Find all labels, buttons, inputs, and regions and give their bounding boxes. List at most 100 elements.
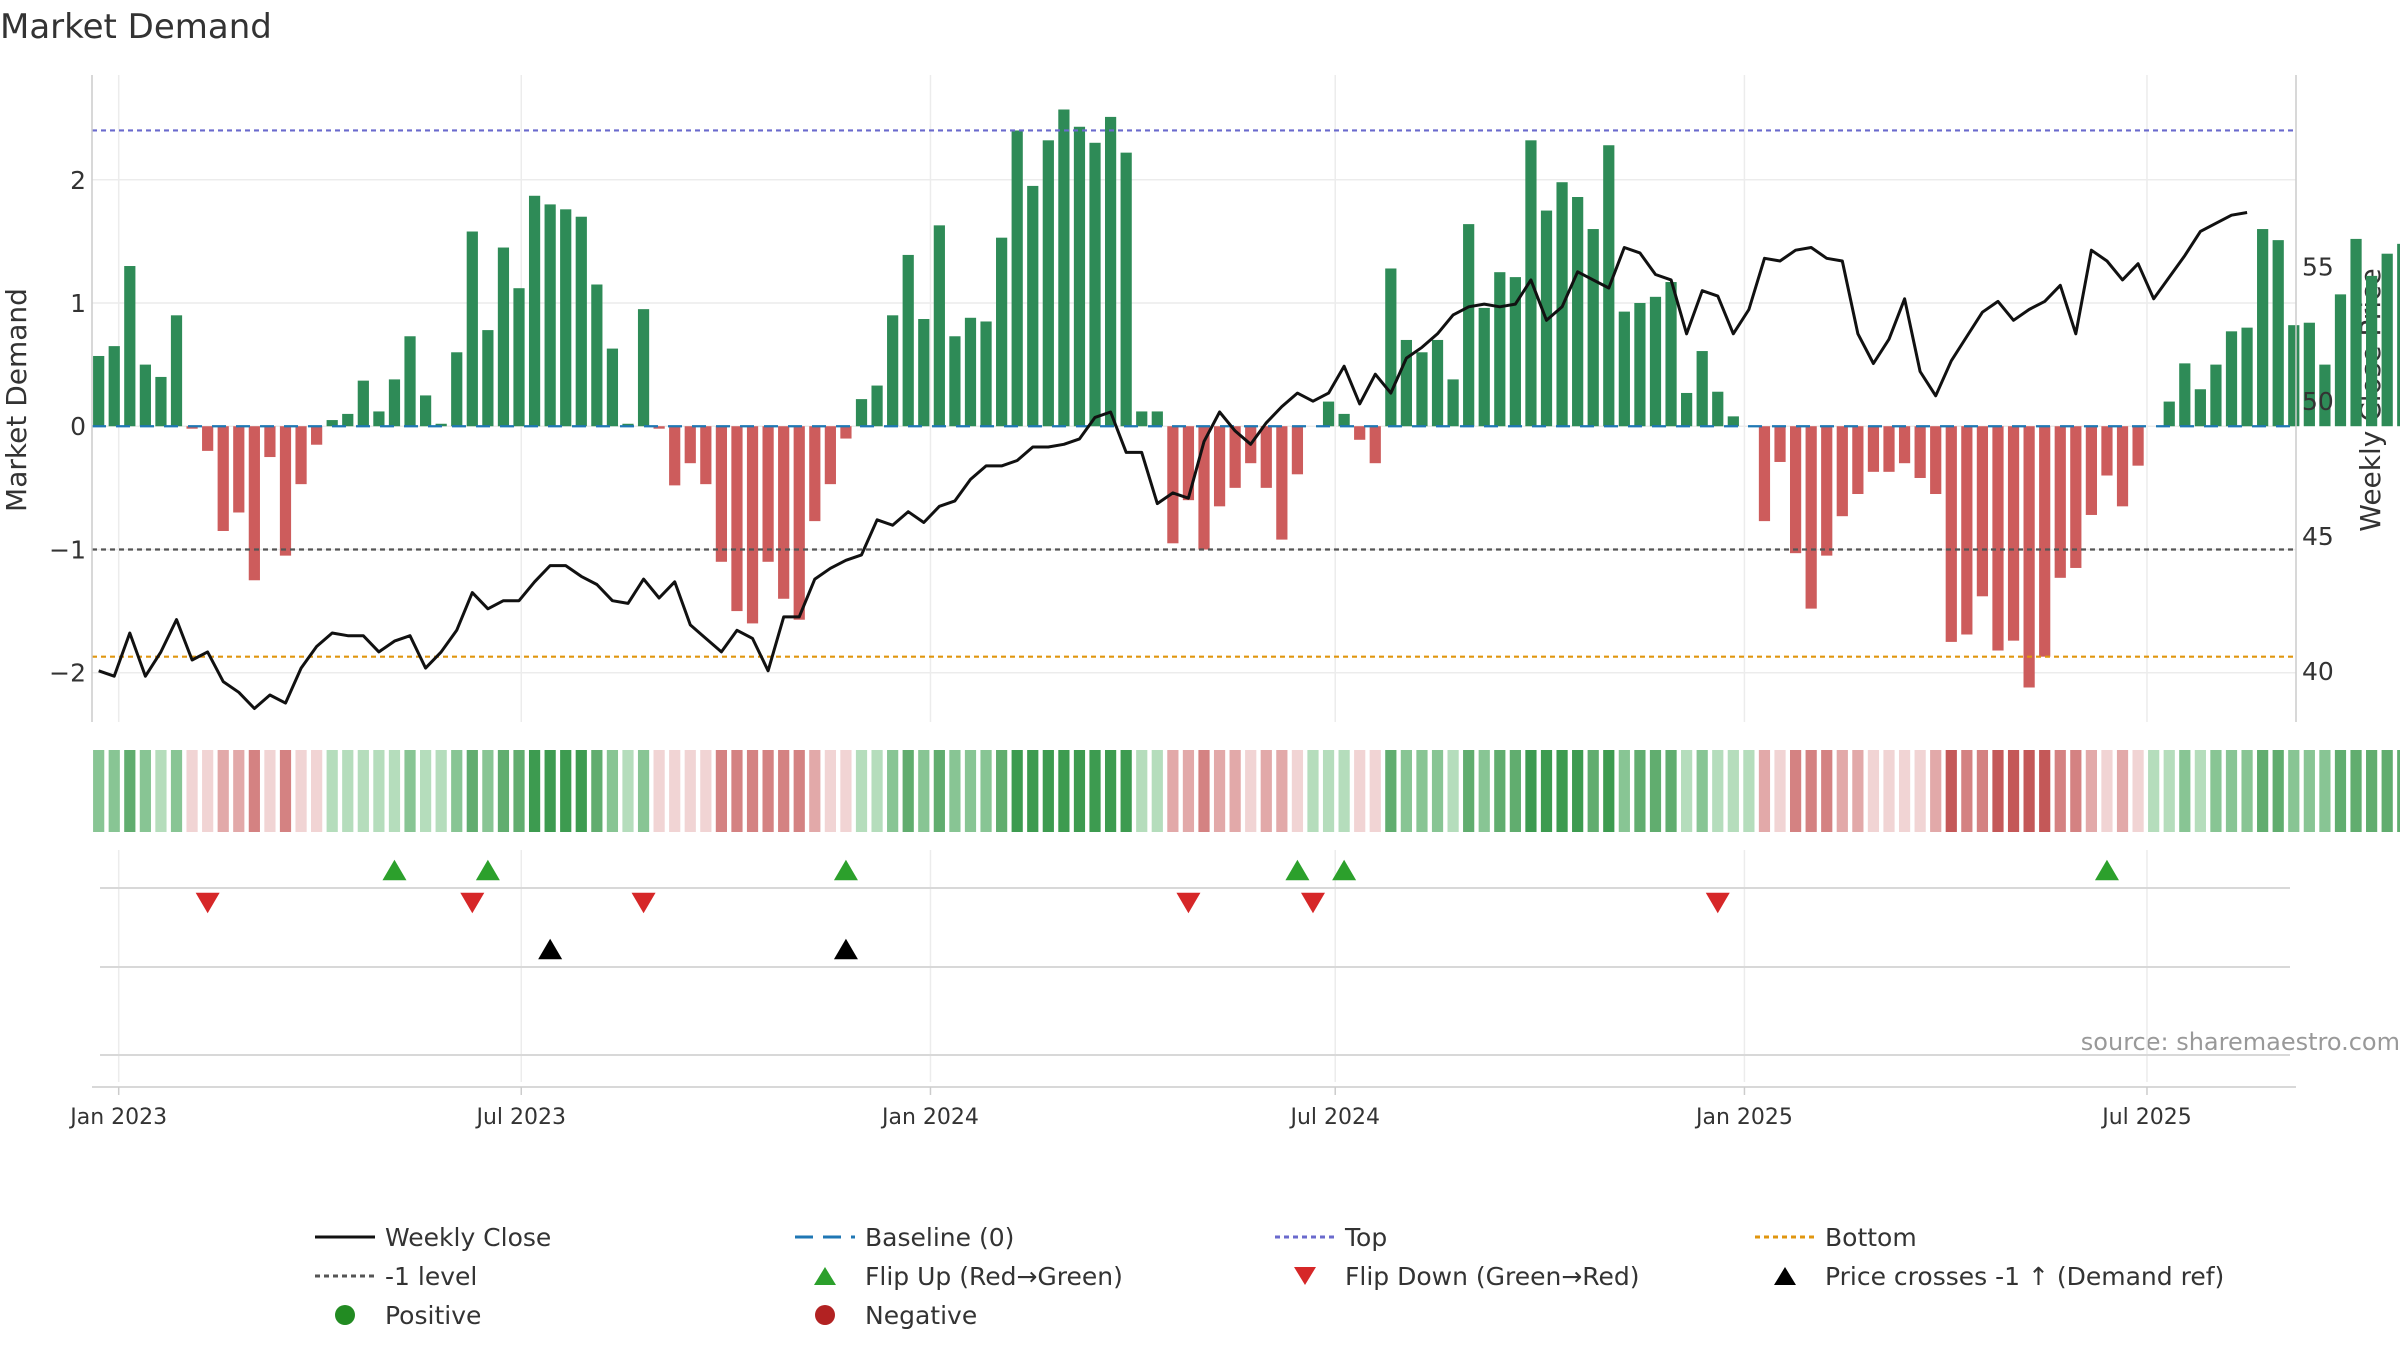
strip-cell [1541,750,1552,832]
strip-cell [1416,750,1427,832]
demand-bar [1043,140,1054,426]
strip-cell [576,750,587,832]
demand-bar [451,352,462,426]
demand-bar [1447,379,1458,426]
strip-cell [186,750,197,832]
demand-bar [560,209,571,426]
strip-cell [2070,750,2081,832]
strip-cell [622,750,633,832]
demand-bar [1089,143,1100,426]
strip-cell [2210,750,2221,832]
strip-cell [1650,750,1661,832]
demand-bar [1214,426,1225,506]
legend-label: Top [1344,1223,1387,1252]
strip-cell [2086,750,2097,832]
demand-bar [1416,352,1427,426]
strip-cell [1619,750,1630,832]
demand-bar [1261,426,1272,488]
strip-cell [607,750,618,832]
strip-cell [2039,750,2050,832]
demand-bar [2241,328,2252,427]
demand-bar [1946,426,1957,642]
strip-cell [1572,750,1583,832]
strip-cell [591,750,602,832]
demand-bar [903,255,914,426]
strip-cell [1136,750,1147,832]
strip-cell [529,750,540,832]
strip-cell [1977,750,1988,832]
demand-bar [747,426,758,623]
demand-bar [1712,392,1723,427]
demand-bar [109,346,120,426]
strip-cell [2179,750,2190,832]
legend-label: Bottom [1825,1223,1917,1252]
flip-down-marker [1706,893,1730,913]
strip-cell [295,750,306,832]
demand-bar [980,321,991,426]
strip-cell [498,750,509,832]
demand-bar [918,319,929,426]
demand-bar [871,386,882,427]
demand-bar [1899,426,1910,463]
strip-cell [1089,750,1100,832]
strip-cell [513,750,524,832]
strip-cell [871,750,882,832]
demand-bar [2335,294,2346,426]
demand-bar [856,399,867,426]
demand-bar [1806,426,1817,608]
flip-up-marker [2095,860,2119,880]
demand-bar [1774,426,1785,462]
demand-bar [2366,276,2377,426]
strip-cell [2195,750,2206,832]
strip-cell [700,750,711,832]
demand-bar [949,336,960,426]
demand-bar [1852,426,1863,494]
demand-bar [218,426,229,531]
demand-bar [638,309,649,426]
strip-cell [280,750,291,832]
strip-cell [949,750,960,832]
demand-bar [1634,303,1645,426]
strip-cell [1167,750,1178,832]
demand-bar [1074,127,1085,426]
legend-swatch-dot [335,1305,355,1325]
demand-bar [2350,239,2361,426]
strip-cell [825,750,836,832]
demand-bar [934,225,945,426]
strip-cell [1074,750,1085,832]
strip-cell [1401,750,1412,832]
event-markers [100,860,2290,1055]
demand-bar [1339,414,1350,426]
demand-bar [825,426,836,484]
demand-bar [1961,426,1972,634]
demand-bar [545,204,556,426]
x-tick-label: Jul 2025 [2100,1105,2192,1130]
demand-bar [389,379,400,426]
strip-cell [778,750,789,832]
strip-cell [1961,750,1972,832]
demand-color-strip [93,750,2400,832]
strip-cell [1214,750,1225,832]
strip-cell [1868,750,1879,832]
strip-cell [1447,750,1458,832]
demand-bar [1790,426,1801,553]
strip-cell [1774,750,1785,832]
strip-cell [1946,750,1957,832]
demand-bar [669,426,680,485]
strip-cell [1681,750,1692,832]
legend-label: Flip Up (Red→Green) [865,1262,1123,1291]
demand-bar [249,426,260,580]
price-cross-marker [834,939,858,959]
demand-bar [1292,426,1303,474]
strip-cell [202,750,213,832]
demand-bar [2070,426,2081,568]
strip-cell [1697,750,1708,832]
strip-cell [1915,750,1926,832]
flip-up-marker [834,860,858,880]
strip-cell [1494,750,1505,832]
demand-bar [809,426,820,521]
demand-bar [404,336,415,426]
y2-tick-label: 40 [2302,657,2334,686]
strip-cell [1432,750,1443,832]
